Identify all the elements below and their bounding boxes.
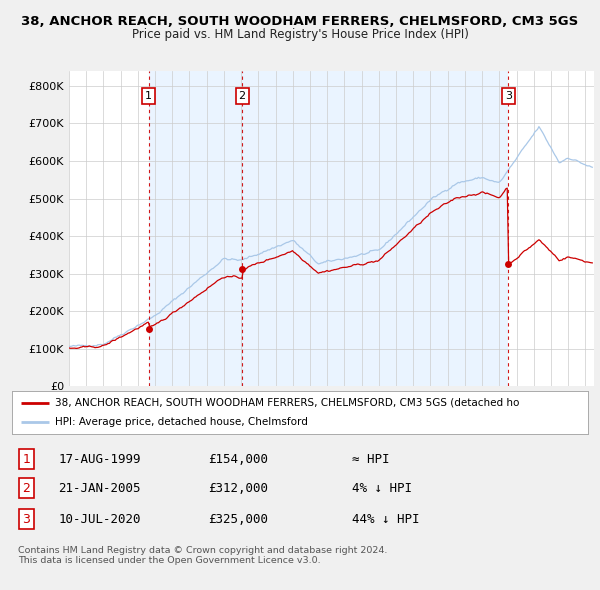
Text: ≈ HPI: ≈ HPI — [352, 453, 389, 466]
Text: 4% ↓ HPI: 4% ↓ HPI — [352, 481, 412, 495]
Text: 2: 2 — [239, 91, 246, 101]
Text: £154,000: £154,000 — [208, 453, 268, 466]
Text: £325,000: £325,000 — [208, 513, 268, 526]
Text: 38, ANCHOR REACH, SOUTH WOODHAM FERRERS, CHELMSFORD, CM3 5GS: 38, ANCHOR REACH, SOUTH WOODHAM FERRERS,… — [22, 15, 578, 28]
Text: 44% ↓ HPI: 44% ↓ HPI — [352, 513, 419, 526]
Text: 2: 2 — [22, 481, 31, 495]
Bar — [149, 71, 242, 386]
Text: 17-AUG-1999: 17-AUG-1999 — [58, 453, 140, 466]
Text: £312,000: £312,000 — [208, 481, 268, 495]
Text: Contains HM Land Registry data © Crown copyright and database right 2024.
This d: Contains HM Land Registry data © Crown c… — [18, 546, 388, 565]
Text: 38, ANCHOR REACH, SOUTH WOODHAM FERRERS, CHELMSFORD, CM3 5GS (detached ho: 38, ANCHOR REACH, SOUTH WOODHAM FERRERS,… — [55, 398, 520, 408]
Text: 3: 3 — [505, 91, 512, 101]
Text: HPI: Average price, detached house, Chelmsford: HPI: Average price, detached house, Chel… — [55, 417, 308, 427]
Text: 21-JAN-2005: 21-JAN-2005 — [58, 481, 140, 495]
Bar — [242, 71, 508, 386]
Text: 3: 3 — [22, 513, 31, 526]
Text: 1: 1 — [145, 91, 152, 101]
Text: 1: 1 — [22, 453, 31, 466]
Text: 10-JUL-2020: 10-JUL-2020 — [58, 513, 140, 526]
Text: Price paid vs. HM Land Registry's House Price Index (HPI): Price paid vs. HM Land Registry's House … — [131, 28, 469, 41]
